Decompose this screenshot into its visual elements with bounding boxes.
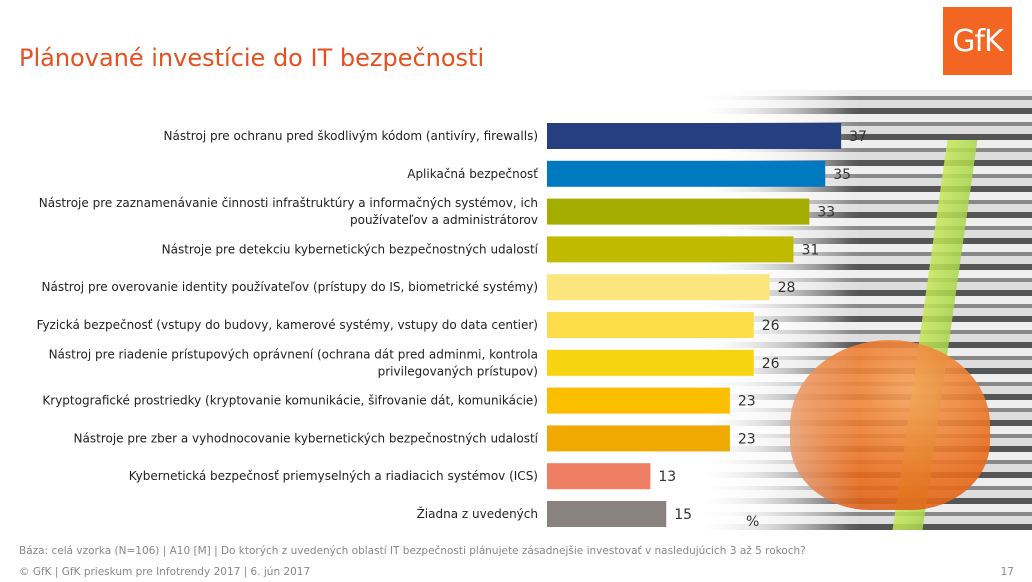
bar xyxy=(547,387,730,414)
category-label: Nástroj pre ochranu pred škodlivým kódom… xyxy=(164,129,538,143)
category-label: Aplikačná bezpečnosť xyxy=(407,167,538,181)
copyright-note: © GfK | GfK prieskum pre Infotrendy 2017… xyxy=(19,566,311,578)
data-label: 37 xyxy=(849,129,867,145)
data-label: 23 xyxy=(738,431,756,447)
bar xyxy=(547,274,770,301)
category-label: Nástroje pre detekciu kybernetických bez… xyxy=(162,242,539,256)
bar xyxy=(547,236,794,263)
data-label: 23 xyxy=(738,394,756,410)
category-label: privilegovaných prístupov) xyxy=(378,364,538,378)
category-label: Nástroj pre riadenie prístupových oprávn… xyxy=(49,347,538,361)
bar xyxy=(547,501,667,527)
category-label: Fyzická bezpečnosť (vstupy do budovy, ka… xyxy=(37,318,538,332)
category-label: Kybernetická bezpečnosť priemyselných a … xyxy=(129,469,538,483)
data-label: 35 xyxy=(833,167,851,183)
bar xyxy=(547,198,810,225)
data-label: 13 xyxy=(658,469,676,485)
category-label: používateľov a administrátorov xyxy=(350,213,538,227)
bar xyxy=(547,349,754,376)
data-label: 26 xyxy=(762,356,780,372)
data-label: 33 xyxy=(817,205,835,221)
category-label: Nástroje pre zber a vyhodnocovanie kyber… xyxy=(74,431,539,445)
bar xyxy=(547,160,826,187)
data-label: 26 xyxy=(762,318,780,334)
category-label: Žiadna z uvedených xyxy=(417,506,538,521)
bar xyxy=(547,463,651,490)
category-label: Nástroj pre overovanie identity používat… xyxy=(42,280,539,294)
category-label: Nástroje pre zaznamenávanie činnosti inf… xyxy=(39,196,538,210)
bar xyxy=(547,312,754,338)
data-label: 15 xyxy=(674,507,692,523)
data-label: 31 xyxy=(801,242,819,258)
bar xyxy=(547,123,842,149)
gfk-logo: GfK xyxy=(943,7,1012,75)
unit-label: % xyxy=(746,514,759,530)
data-label: 28 xyxy=(778,280,796,296)
slide-title: Plánované investície do IT bezpečnosti xyxy=(19,44,485,72)
base-note: Báza: celá vzorka (N=106) | A10 [M] | Do… xyxy=(19,545,806,557)
bar xyxy=(547,425,730,452)
page-number: 17 xyxy=(1000,566,1014,578)
category-label: Kryptografické prostriedky (kryptovanie … xyxy=(42,394,538,408)
